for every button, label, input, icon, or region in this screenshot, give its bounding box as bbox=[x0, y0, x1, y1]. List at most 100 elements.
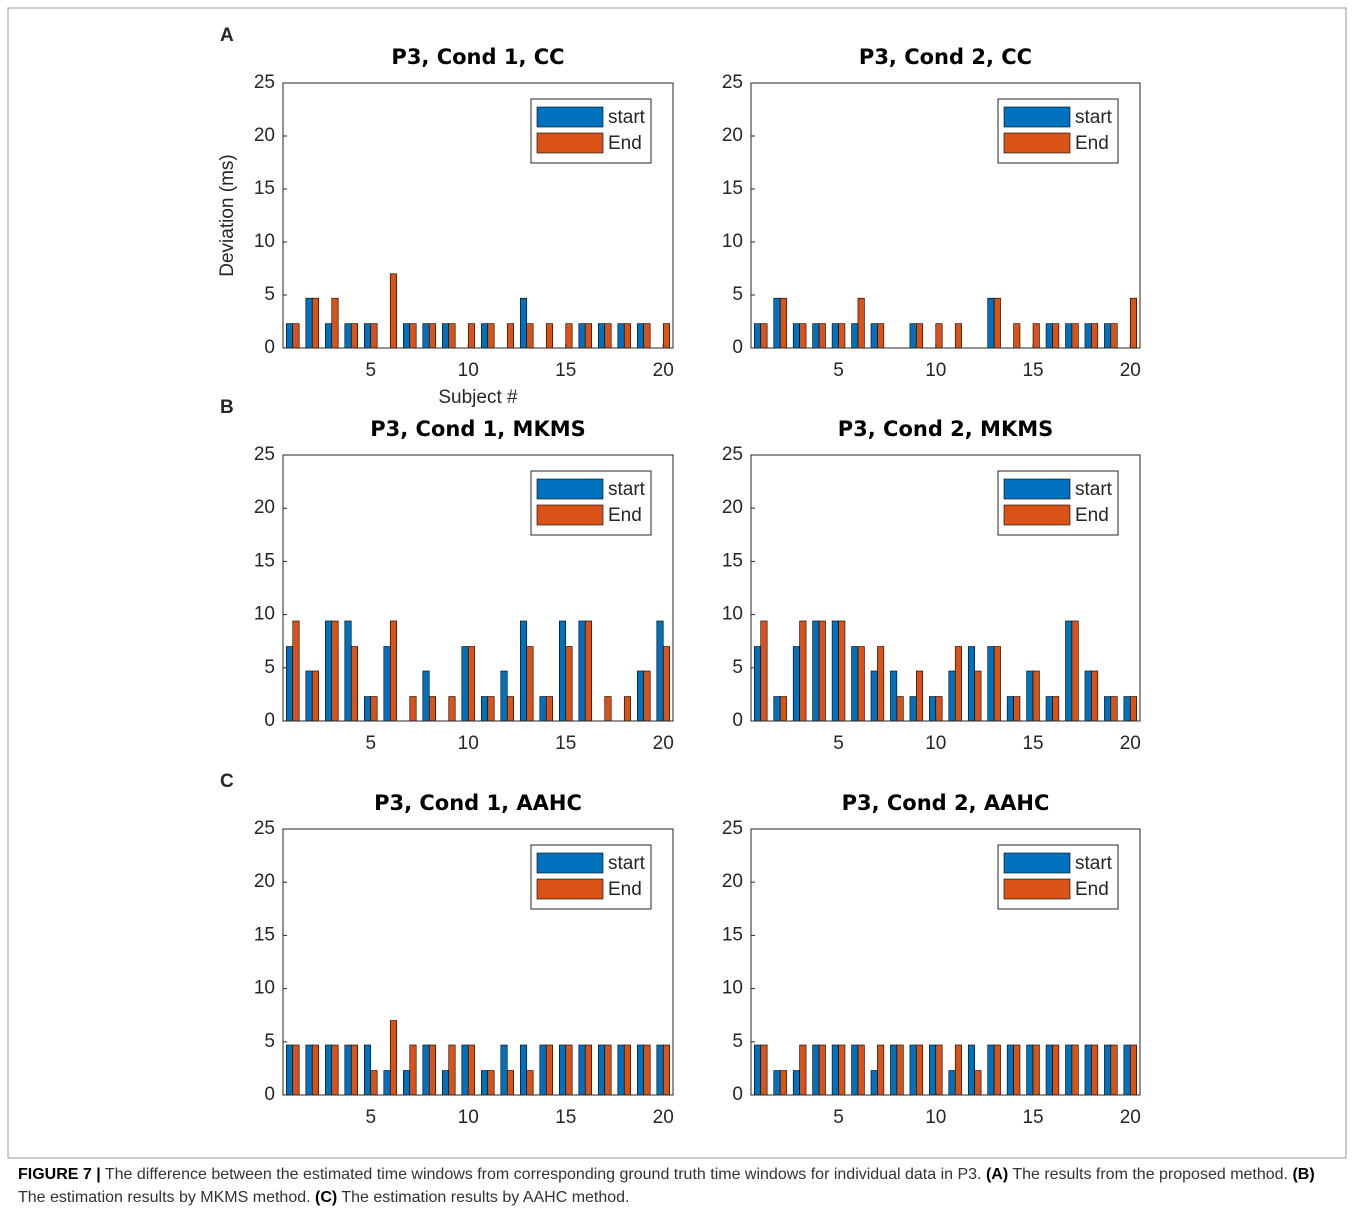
legend-label: End bbox=[608, 879, 642, 900]
bar bbox=[637, 1044, 645, 1096]
bar bbox=[539, 1044, 547, 1096]
bar bbox=[350, 1044, 358, 1096]
x-tick-label: 20 bbox=[1120, 360, 1141, 381]
caption-text: FIGURE 7 | bbox=[18, 1166, 101, 1183]
chart-title: P3, Cond 1, MKMS bbox=[370, 417, 586, 441]
bar bbox=[1084, 323, 1092, 349]
bar bbox=[870, 323, 878, 349]
x-tick-label: 10 bbox=[458, 733, 479, 754]
bar bbox=[987, 1044, 995, 1096]
legend-label: End bbox=[1075, 133, 1109, 154]
chart-title: P3, Cond 2, CC bbox=[859, 45, 1032, 69]
bar bbox=[1071, 323, 1079, 349]
bar bbox=[1032, 1044, 1040, 1096]
caption-text: (B) bbox=[1292, 1166, 1315, 1183]
bar bbox=[500, 670, 508, 722]
bar bbox=[526, 323, 534, 349]
bar bbox=[1071, 620, 1079, 722]
x-tick-label: 15 bbox=[555, 733, 576, 754]
bar bbox=[311, 297, 319, 349]
x-tick-label: 10 bbox=[925, 733, 946, 754]
bar bbox=[870, 1070, 878, 1096]
legend-label: start bbox=[1075, 107, 1113, 128]
y-tick-label: 10 bbox=[254, 231, 275, 252]
bar bbox=[389, 1020, 397, 1096]
y-tick-label: 20 bbox=[254, 497, 275, 518]
y-tick-label: 10 bbox=[254, 978, 275, 999]
bar bbox=[779, 297, 787, 349]
bar bbox=[331, 620, 339, 722]
bar bbox=[331, 297, 339, 349]
x-tick-label: 5 bbox=[833, 733, 844, 754]
bar bbox=[656, 620, 664, 722]
x-tick-label: 5 bbox=[365, 1107, 376, 1128]
bar bbox=[851, 323, 859, 349]
y-tick-label: 20 bbox=[254, 125, 275, 146]
x-axis-label: Subject # bbox=[438, 387, 518, 408]
legend-swatch bbox=[536, 504, 604, 526]
bar bbox=[344, 620, 352, 722]
panel-label: A bbox=[220, 25, 234, 46]
bar bbox=[857, 1044, 865, 1096]
bar bbox=[948, 1070, 956, 1096]
x-tick-label: 15 bbox=[555, 1107, 576, 1128]
bar bbox=[350, 323, 358, 349]
bar bbox=[292, 620, 300, 722]
bar bbox=[370, 323, 378, 349]
bar bbox=[623, 323, 631, 349]
y-tick-label: 10 bbox=[722, 978, 743, 999]
bar bbox=[389, 273, 397, 349]
bar bbox=[1052, 696, 1060, 722]
bar bbox=[604, 1044, 612, 1096]
y-tick-label: 10 bbox=[254, 604, 275, 625]
bar bbox=[500, 1044, 508, 1096]
y-tick-label: 5 bbox=[732, 1031, 743, 1052]
y-tick-label: 25 bbox=[722, 72, 743, 93]
x-tick-label: 10 bbox=[458, 1107, 479, 1128]
bar bbox=[993, 1044, 1001, 1096]
bar bbox=[831, 620, 839, 722]
bar bbox=[1123, 696, 1131, 722]
bar bbox=[1013, 1044, 1021, 1096]
legend-label: End bbox=[608, 133, 642, 154]
legend-swatch bbox=[536, 852, 604, 874]
bar bbox=[773, 297, 781, 349]
bar bbox=[1110, 323, 1118, 349]
bar bbox=[467, 323, 475, 349]
axes-box bbox=[750, 454, 1141, 722]
bar bbox=[754, 1044, 762, 1096]
y-tick-label: 25 bbox=[254, 72, 275, 93]
bar bbox=[954, 646, 962, 722]
bar bbox=[565, 323, 573, 349]
axes-box bbox=[750, 82, 1141, 349]
x-tick-label: 15 bbox=[1022, 360, 1043, 381]
bar bbox=[364, 1044, 372, 1096]
bar bbox=[993, 297, 1001, 349]
x-tick-label: 5 bbox=[833, 360, 844, 381]
y-tick-label: 25 bbox=[254, 444, 275, 465]
bar bbox=[1013, 323, 1021, 349]
y-tick-label: 10 bbox=[722, 231, 743, 252]
bar bbox=[481, 1070, 489, 1096]
bar bbox=[838, 1044, 846, 1096]
axes-box bbox=[282, 454, 674, 722]
bar bbox=[442, 323, 450, 349]
bar bbox=[754, 646, 762, 722]
bar bbox=[545, 696, 553, 722]
bar bbox=[331, 1044, 339, 1096]
bar bbox=[565, 1044, 573, 1096]
bar bbox=[617, 1044, 625, 1096]
bar bbox=[311, 1044, 319, 1096]
y-tick-label: 15 bbox=[722, 924, 743, 945]
bar bbox=[662, 646, 670, 722]
bar bbox=[481, 323, 489, 349]
bar bbox=[1091, 323, 1099, 349]
bar bbox=[1104, 1044, 1112, 1096]
bar bbox=[760, 1044, 768, 1096]
y-tick-label: 25 bbox=[722, 444, 743, 465]
bar bbox=[481, 696, 489, 722]
bar bbox=[389, 620, 397, 722]
bar bbox=[779, 696, 787, 722]
x-tick-label: 10 bbox=[925, 1107, 946, 1128]
